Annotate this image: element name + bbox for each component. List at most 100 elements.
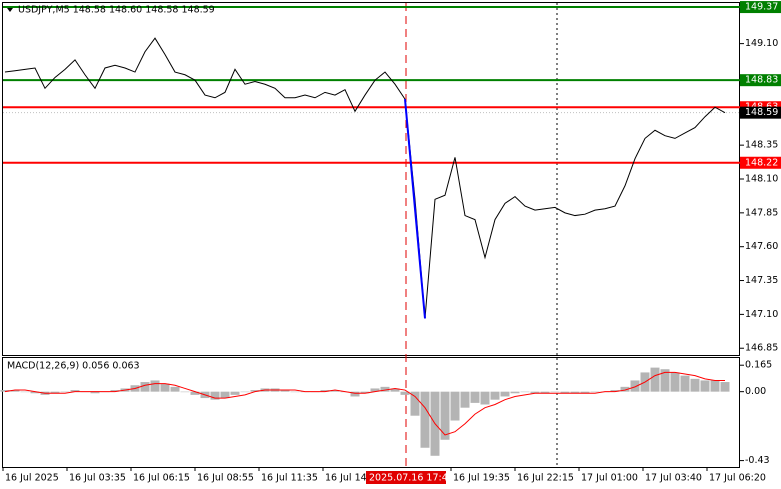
macd-bar: [240, 391, 250, 393]
macd-bar: [150, 380, 160, 392]
x-tick-label: 17 Jul 01:00: [581, 473, 638, 484]
macd-bar: [30, 391, 40, 394]
macd-bar: [650, 367, 660, 392]
macd-bar: [70, 390, 80, 392]
macd-bar: [0, 390, 10, 392]
macd-panel: [2, 357, 740, 468]
level-label-bg: [740, 156, 781, 169]
chart-title: USDJPY,M5 148.58 148.60 148.58 148.59: [18, 5, 215, 16]
macd-bar: [570, 391, 580, 394]
macd-bar: [320, 390, 330, 392]
macd-bar: [560, 391, 570, 394]
macd-bar: [90, 391, 100, 394]
y-tick-label: 147.35: [745, 275, 778, 286]
y-tick-label: 147.85: [745, 207, 778, 218]
macd-bar: [470, 391, 480, 403]
macd-bar: [220, 391, 230, 399]
macd-bar: [490, 391, 500, 400]
macd-bar: [190, 391, 200, 395]
y-tick-label: 148.35: [745, 140, 778, 151]
macd-bar: [250, 390, 260, 392]
x-tick-label: 16 Jul 22:15: [517, 473, 574, 484]
macd-bar: [540, 391, 550, 394]
price-line: [404, 99, 426, 319]
macd-bar: [180, 391, 190, 393]
macd-bar: [110, 390, 120, 392]
macd-bar: [360, 391, 370, 394]
y-tick-label: 0.00: [745, 386, 766, 397]
x-highlight-bg: [366, 471, 446, 484]
macd-bar: [140, 382, 150, 392]
macd-bar: [660, 369, 670, 392]
macd-bar: [530, 391, 540, 394]
macd-signal: [4, 371, 725, 436]
macd-bar: [510, 391, 520, 394]
level-label: 148.22: [745, 157, 778, 168]
macd-bar: [160, 383, 170, 392]
macd-bar: [700, 380, 710, 392]
x-highlight-label: 2025.07.16 17:45: [369, 473, 454, 484]
y-tick-label: 147.60: [745, 241, 778, 252]
macd-bar: [210, 391, 220, 400]
x-tick-label: 16 Jul 03:35: [69, 473, 126, 484]
y-tick-label: 146.85: [745, 343, 778, 354]
macd-bar: [370, 388, 380, 392]
macd-bar: [450, 391, 460, 421]
macd-bar: [420, 391, 430, 448]
y-tick-label: -0.43: [745, 455, 770, 466]
macd-bar: [680, 375, 690, 392]
macd-bar: [20, 391, 30, 393]
title-icon: [7, 8, 13, 12]
y-tick-label: 0.165: [745, 360, 772, 371]
macd-bar: [580, 391, 590, 394]
macd-bar: [410, 391, 420, 416]
macd-bar: [550, 391, 560, 393]
macd-bar: [460, 391, 470, 408]
y-tick-label: 148.10: [745, 174, 778, 185]
macd-bar: [50, 391, 60, 394]
macd-bar: [590, 391, 600, 393]
macd-bar: [380, 386, 390, 392]
macd-bar: [280, 390, 290, 392]
main-panel: [2, 2, 740, 356]
macd-bar: [440, 391, 450, 440]
macd-bar: [60, 391, 70, 393]
macd-bar: [350, 391, 360, 397]
macd-bar: [500, 391, 510, 397]
macd-bar: [710, 380, 720, 392]
level-label-bg: [740, 106, 781, 119]
x-tick-label: 17 Jul 03:40: [645, 473, 702, 484]
level-label: 149.37: [745, 2, 778, 13]
x-tick-label: 16 Jul 19:35: [453, 473, 510, 484]
level-label: 148.59: [745, 107, 778, 118]
x-tick-label: 16 Jul 11:35: [261, 473, 318, 484]
macd-bar: [480, 391, 490, 405]
level-label: 148.83: [745, 75, 778, 86]
x-tick-label: 16 Jul 06:15: [133, 473, 190, 484]
y-tick-label: 147.10: [745, 309, 778, 320]
x-tick-label: 16 Jul 14:1: [325, 473, 376, 484]
macd-bar: [610, 390, 620, 392]
macd-bar: [290, 391, 300, 393]
macd-bar: [330, 390, 340, 392]
x-tick-label: 17 Jul 06:20: [709, 473, 766, 484]
price-line: [4, 37, 726, 319]
macd-bar: [670, 372, 680, 392]
macd-bar: [10, 390, 20, 392]
x-tick-label: 16 Jul 2025: [5, 473, 59, 484]
level-label-bg: [740, 1, 781, 14]
macd-bar: [230, 391, 240, 395]
macd-bar: [720, 382, 730, 392]
macd-bar: [690, 378, 700, 392]
y-tick-label: 149.10: [745, 38, 778, 49]
level-label-bg: [740, 74, 781, 87]
macd-bar: [170, 386, 180, 392]
macd-bar: [400, 391, 410, 395]
macd-bar: [520, 391, 530, 393]
macd-label: MACD(12,26,9) 0.056 0.063: [7, 361, 140, 372]
macd-bar: [630, 380, 640, 392]
macd-bar: [620, 386, 630, 392]
x-tick-label: 16 Jul 08:55: [197, 473, 254, 484]
macd-bar: [390, 388, 400, 392]
